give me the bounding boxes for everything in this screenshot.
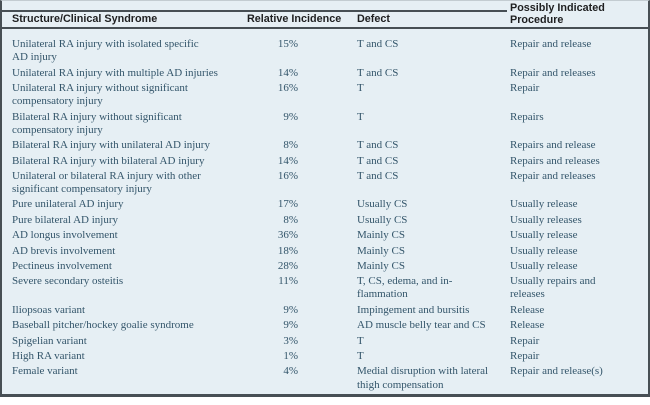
cell-incidence: 16% [277,82,298,95]
cell-incidence: 14% [277,66,298,79]
table-body: Unilateral RA injury with isolated speci… [2,29,648,392]
cell-incidence: 18% [277,244,298,257]
table-row: Pure unilateral AD injury 17% Usually CS… [2,196,648,211]
cell-procedure: Repair [510,350,540,363]
table-row: Spigelian variant 3% T Repair [2,332,648,347]
cell-defect: T [357,82,364,95]
table-row: Bilateral RA injury without significant … [2,108,648,136]
cell-defect: T and CS [357,38,399,51]
cell-procedure: Repair [510,334,540,347]
cell-syndrome: Pure unilateral AD injury [12,198,124,211]
cell-defect: T [357,334,364,347]
cell-incidence: 8% [283,213,298,226]
cell-syndrome: Pectineus involvement [12,259,112,272]
cell-incidence: 11% [278,275,298,288]
table-row: AD longus involvement 36% Mainly CS Usua… [2,227,648,242]
cell-syndrome: Pure bilateral AD injury [12,213,119,226]
cell-defect: AD muscle belly tear and CS [357,319,486,332]
cell-defect: T [357,350,364,363]
table-row: Unilateral RA injury without significant… [2,80,648,108]
cell-procedure: Usually repairs and releases [510,275,596,301]
cell-procedure: Usually release [510,244,578,257]
cell-procedure: Repair [510,82,540,95]
cell-syndrome: Iliopsoas variant [12,303,86,316]
cell-procedure: Repair and releases [510,169,596,182]
cell-syndrome: Unilateral RA injury with isolated speci… [12,38,199,64]
cell-procedure: Usually releases [510,213,582,226]
table-row: Bilateral RA injury with bilateral AD in… [2,152,648,167]
cell-syndrome: Female variant [12,365,78,378]
column-header-incidence: Relative Incidence [247,12,342,25]
cell-syndrome: Unilateral RA injury without significant… [12,82,188,108]
cell-defect: Mainly CS [357,244,405,257]
cell-defect: Impingement and bursitis [357,303,470,316]
cell-defect: Medial disruption with lateral thigh com… [357,365,489,391]
cell-defect: Mainly CS [357,259,405,272]
cell-defect: Usually CS [357,213,408,226]
header-top-rule [2,10,507,12]
table-row: Female variant 4% Medial disruption with… [2,363,648,391]
cell-incidence: 8% [283,139,298,152]
table-row: Unilateral RA injury with isolated speci… [2,36,648,64]
cell-defect: Usually CS [357,198,408,211]
column-header-structure: Structure/Clinical Syndrome [12,12,158,25]
cell-syndrome: Unilateral RA injury with multiple AD in… [12,66,218,79]
cell-procedure: Usually release [510,198,578,211]
cell-incidence: 9% [283,110,298,123]
cell-defect: T and CS [357,154,399,167]
cell-incidence: 36% [277,229,298,242]
column-header-defect: Defect [357,12,391,25]
table-row: Baseball pitcher/hockey goalie syndrome … [2,317,648,332]
table-row: Bilateral RA injury with unilateral AD i… [2,137,648,152]
cell-defect: T and CS [357,169,399,182]
cell-procedure: Repairs and releases [510,154,600,167]
cell-incidence: 3% [283,334,298,347]
table-row: Severe secondary osteitis 11% T, CS, ede… [2,273,648,301]
cell-syndrome: Bilateral RA injury with unilateral AD i… [12,139,210,152]
table-row: Iliopsoas variant 9% Impingement and bur… [2,302,648,317]
table-row: Pectineus involvement 28% Mainly CS Usua… [2,258,648,273]
cell-syndrome: AD longus involvement [12,229,118,242]
cell-incidence: 4% [283,365,298,378]
cell-defect: T, CS, edema, and in- flammation [357,275,453,301]
cell-syndrome: High RA variant [12,350,85,363]
cell-syndrome: Bilateral RA injury with bilateral AD in… [12,154,205,167]
cell-procedure: Release [510,303,545,316]
cell-defect: T and CS [357,139,399,152]
cell-incidence: 14% [277,154,298,167]
cell-incidence: 17% [277,198,298,211]
cell-syndrome: Bilateral RA injury without significant … [12,110,182,136]
table-header-row: Structure/Clinical Syndrome Relative Inc… [2,1,648,29]
cell-procedure: Repairs and release [510,139,596,152]
table-row: AD brevis involvement 18% Mainly CS Usua… [2,242,648,257]
cell-procedure: Release [510,319,545,332]
cell-incidence: 28% [277,259,298,272]
cell-syndrome: Severe secondary osteitis [12,275,124,288]
cell-incidence: 9% [283,303,298,316]
cell-procedure: Repair and release(s) [510,365,603,378]
cell-procedure: Repair and release [510,38,592,51]
cell-incidence: 16% [277,169,298,182]
cell-syndrome: AD brevis involvement [12,244,116,257]
table-row: Pure bilateral AD injury 8% Usually CS U… [2,212,648,227]
cell-syndrome: Baseball pitcher/hockey goalie syndrome [12,319,194,332]
table-row: High RA variant 1% T Repair [2,348,648,363]
cell-syndrome: Spigelian variant [12,334,87,347]
cell-syndrome: Unilateral or bilateral RA injury with o… [12,169,201,196]
cell-incidence: 9% [283,319,298,332]
cell-defect: T and CS [357,66,399,79]
cell-procedure: Repairs [510,110,544,123]
cell-defect: T [357,110,364,123]
cell-procedure: Usually release [510,229,578,242]
cell-incidence: 15% [277,38,298,51]
table-row: Unilateral or bilateral RA injury with o… [2,168,648,196]
cell-procedure: Usually release [510,259,578,272]
cell-defect: Mainly CS [357,229,405,242]
column-header-procedure: Possibly Indicated Procedure [510,2,605,26]
cell-incidence: 1% [283,350,298,363]
table-row: Unilateral RA injury with multiple AD in… [2,64,648,79]
cell-procedure: Repair and releases [510,66,596,79]
